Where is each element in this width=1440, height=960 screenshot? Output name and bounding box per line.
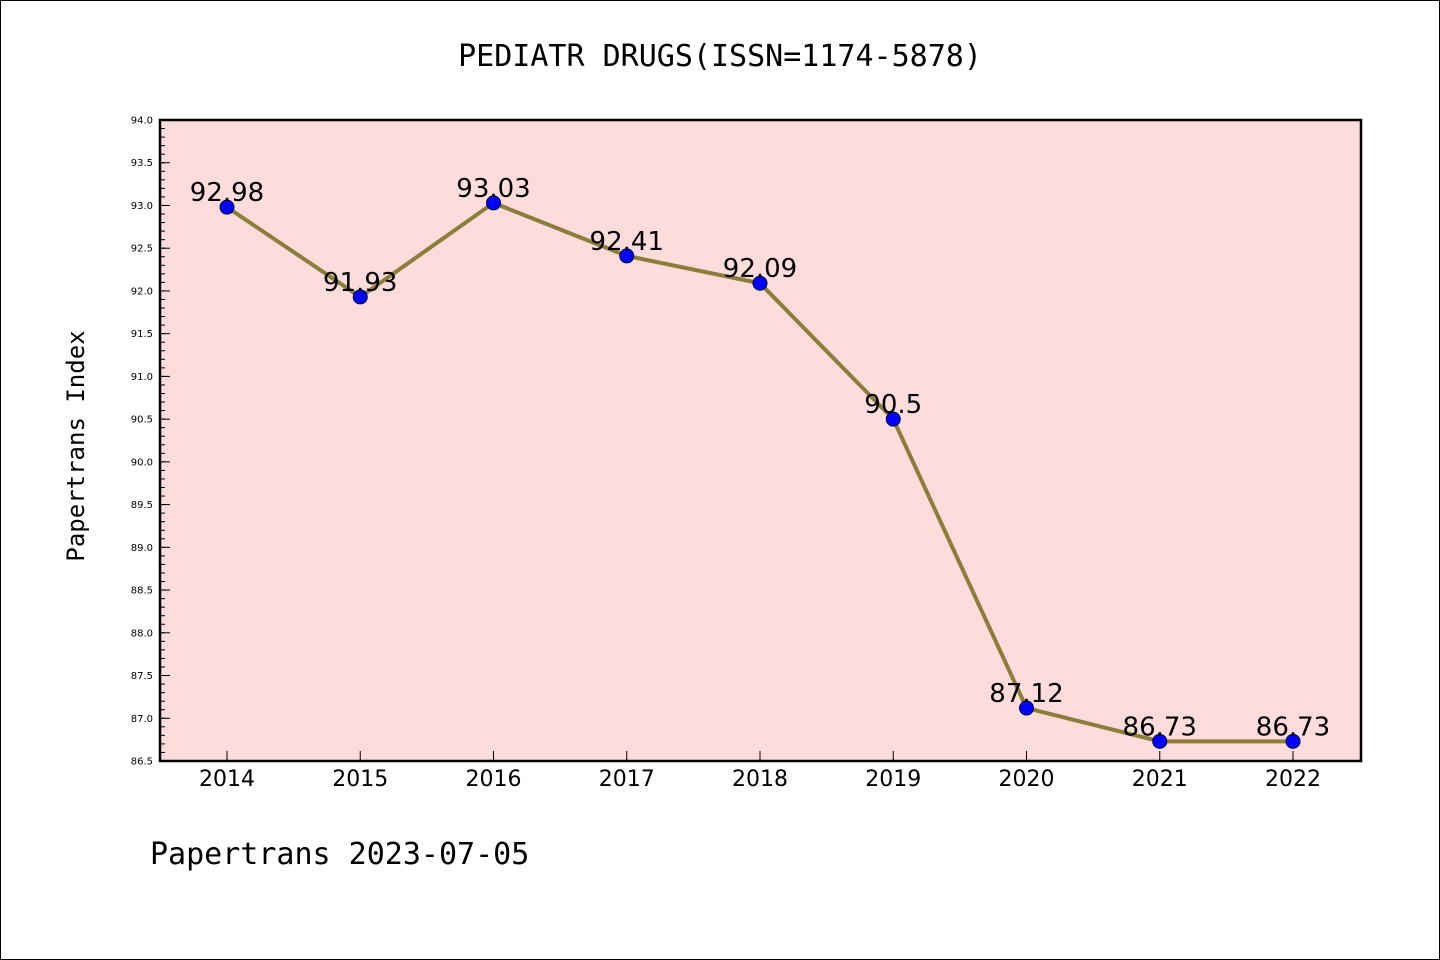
- data-label: 91.93: [323, 268, 397, 298]
- y-tick-label: 91.0: [131, 372, 153, 383]
- x-tick-label: 2021: [1132, 767, 1188, 792]
- y-tick-label: 87.0: [131, 714, 153, 725]
- y-axis-label: Papertrans Index: [62, 330, 90, 561]
- data-label: 92.98: [190, 178, 264, 208]
- x-tick-label: 2014: [199, 767, 255, 792]
- data-point: [1152, 733, 1168, 749]
- chart-title: PEDIATR DRUGS(ISSN=1174-5878): [458, 39, 982, 74]
- y-tick-label: 86.5: [131, 757, 153, 768]
- y-tick-label: 89.0: [131, 543, 153, 554]
- y-tick-label: 88.0: [131, 628, 153, 639]
- y-tick-label: 93.0: [131, 201, 153, 212]
- series-layer: 92.98 91.93 93.03 92.41 92.09 90.5 87.12 86.73 8…: [190, 174, 1330, 749]
- x-tick-label: 2018: [732, 767, 788, 792]
- y-tick-label: 92.5: [131, 244, 153, 255]
- x-tick-label: 2019: [865, 767, 921, 792]
- data-label: 92.41: [590, 227, 664, 257]
- data-label: 86.73: [1123, 712, 1197, 742]
- data-label: 93.03: [456, 174, 530, 204]
- x-tick-label: 2022: [1265, 767, 1321, 792]
- data-point: [1285, 733, 1301, 749]
- y-tick-label: 94.0: [131, 116, 153, 127]
- data-label: 86.73: [1256, 712, 1330, 742]
- y-tick-label: 88.5: [131, 586, 153, 597]
- data-point: [885, 411, 901, 427]
- y-tick-label: 90.0: [131, 457, 153, 468]
- footer-text: Papertrans 2023-07-05: [150, 837, 529, 872]
- plot-border: [158, 118, 1363, 763]
- data-point: [752, 275, 768, 291]
- ticks-layer: 86.5 87.0 87.5 88.0 88.5 89.0 89.5 90.0 90.5 91.0…: [131, 116, 1321, 793]
- data-point: [1019, 700, 1034, 716]
- y-tick-label: 93.5: [131, 158, 153, 169]
- plot-area: [160, 120, 1361, 761]
- data-label: 87.12: [989, 679, 1063, 709]
- y-tick-label: 87.5: [131, 671, 153, 682]
- x-tick-label: 2020: [999, 767, 1055, 792]
- data-point: [219, 199, 235, 215]
- x-tick-label: 2017: [599, 767, 655, 792]
- data-label: 90.5: [864, 390, 922, 420]
- x-tick-label: 2016: [466, 767, 522, 792]
- data-point: [352, 289, 368, 305]
- data-point: [619, 248, 635, 264]
- y-tick-label: 92.0: [131, 286, 153, 297]
- data-label: 92.09: [723, 254, 797, 284]
- y-tick-label: 90.5: [131, 415, 153, 426]
- y-tick-label: 89.5: [131, 500, 153, 511]
- y-tick-label: 91.5: [131, 329, 153, 340]
- data-point: [486, 195, 501, 211]
- x-tick-label: 2015: [332, 767, 388, 792]
